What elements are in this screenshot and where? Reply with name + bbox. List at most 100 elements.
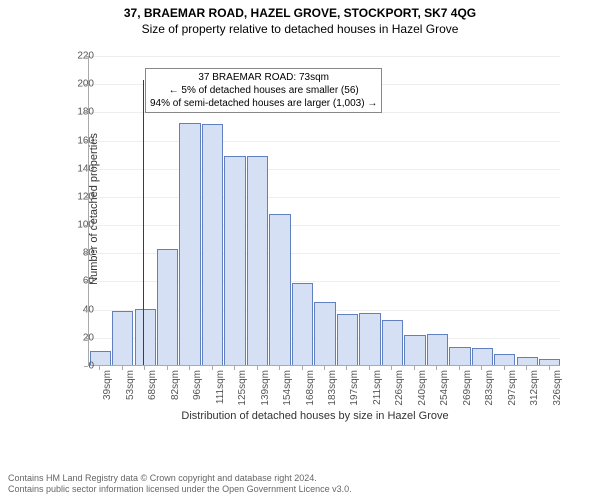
histogram-bar [449,347,470,365]
x-tick-label: 111sqm [215,370,226,404]
histogram-bar [427,334,448,365]
y-tick-mark [84,338,88,339]
histogram-bar [517,357,538,365]
annotation-line: 37 BRAEMAR ROAD: 73sqm [150,71,377,84]
x-tick-label: 297sqm [507,370,518,406]
x-tick-label: 240sqm [417,370,428,406]
x-tick-label: 125sqm [237,370,248,406]
footer-line: Contains HM Land Registry data © Crown c… [8,473,352,485]
x-tick-label: 326sqm [552,370,563,406]
y-tick-label: 80 [64,248,94,259]
y-tick-mark [84,56,88,57]
x-tick-mark [257,366,258,370]
y-tick-mark [84,310,88,311]
x-tick-label: 154sqm [282,370,293,406]
histogram-bar [404,335,425,365]
x-tick-label: 254sqm [439,370,450,406]
x-tick-label: 53sqm [125,370,136,400]
histogram-bar [472,348,493,365]
x-tick-mark [391,366,392,370]
x-tick-mark [99,366,100,370]
histogram-bar [224,156,245,365]
gridline [89,56,560,57]
y-tick-mark [84,225,88,226]
x-tick-label: 197sqm [349,370,360,406]
x-tick-label: 269sqm [462,370,473,406]
page-subtitle: Size of property relative to detached ho… [0,20,600,36]
gridline [89,141,560,142]
histogram-bar [247,156,268,365]
x-tick-mark [234,366,235,370]
y-tick-label: 100 [64,220,94,231]
x-tick-mark [122,366,123,370]
y-tick-mark [84,84,88,85]
x-tick-mark [549,366,550,370]
x-tick-mark [346,366,347,370]
histogram-bar [314,302,335,365]
x-tick-label: 96sqm [192,370,203,400]
x-tick-label: 39sqm [102,370,113,400]
histogram-bar [337,314,358,365]
histogram-bar [135,309,156,365]
x-tick-mark [324,366,325,370]
x-tick-mark [369,366,370,370]
x-tick-label: 82sqm [170,370,181,400]
x-tick-label: 183sqm [327,370,338,406]
x-tick-mark [414,366,415,370]
property-marker-line [143,80,144,365]
y-tick-label: 20 [64,332,94,343]
footer-line: Contains public sector information licen… [8,484,352,496]
x-tick-mark [459,366,460,370]
x-tick-mark [167,366,168,370]
y-tick-mark [84,366,88,367]
plot-area: 37 BRAEMAR ROAD: 73sqm← 5% of detached h… [88,56,560,366]
x-tick-mark [302,366,303,370]
histogram-bar [359,313,380,365]
x-tick-mark [144,366,145,370]
gridline [89,197,560,198]
x-tick-mark [504,366,505,370]
x-tick-label: 68sqm [147,370,158,400]
footer-attribution: Contains HM Land Registry data © Crown c… [8,473,352,496]
y-tick-label: 0 [64,361,94,372]
y-tick-label: 140 [64,163,94,174]
histogram-chart: Number of detached properties 37 BRAEMAR… [60,48,570,408]
histogram-bar [494,354,515,365]
page-title: 37, BRAEMAR ROAD, HAZEL GROVE, STOCKPORT… [0,0,600,20]
x-tick-mark [526,366,527,370]
x-tick-label: 283sqm [484,370,495,406]
x-tick-mark [436,366,437,370]
y-tick-mark [84,141,88,142]
x-tick-mark [481,366,482,370]
histogram-bar [157,249,178,365]
y-tick-mark [84,281,88,282]
histogram-bar [539,359,560,365]
x-tick-label: 312sqm [529,370,540,406]
x-tick-label: 168sqm [305,370,316,406]
x-tick-mark [279,366,280,370]
annotation-line: 94% of semi-detached houses are larger (… [150,97,377,110]
y-tick-label: 180 [64,107,94,118]
y-tick-mark [84,253,88,254]
y-tick-label: 200 [64,79,94,90]
y-tick-label: 60 [64,276,94,287]
annotation-line: ← 5% of detached houses are smaller (56) [150,84,377,97]
y-tick-mark [84,169,88,170]
gridline [89,225,560,226]
x-tick-label: 226sqm [394,370,405,406]
y-tick-label: 220 [64,51,94,62]
histogram-bar [292,283,313,365]
x-tick-mark [189,366,190,370]
x-tick-label: 211sqm [372,370,383,405]
histogram-bar [202,124,223,365]
y-tick-label: 120 [64,191,94,202]
histogram-bar [112,311,133,365]
gridline [89,169,560,170]
histogram-bar [269,214,290,365]
y-tick-label: 40 [64,304,94,315]
annotation-box: 37 BRAEMAR ROAD: 73sqm← 5% of detached h… [145,68,382,113]
x-tick-label: 139sqm [260,370,271,406]
histogram-bar [382,320,403,365]
histogram-bar [179,123,200,365]
x-tick-mark [212,366,213,370]
